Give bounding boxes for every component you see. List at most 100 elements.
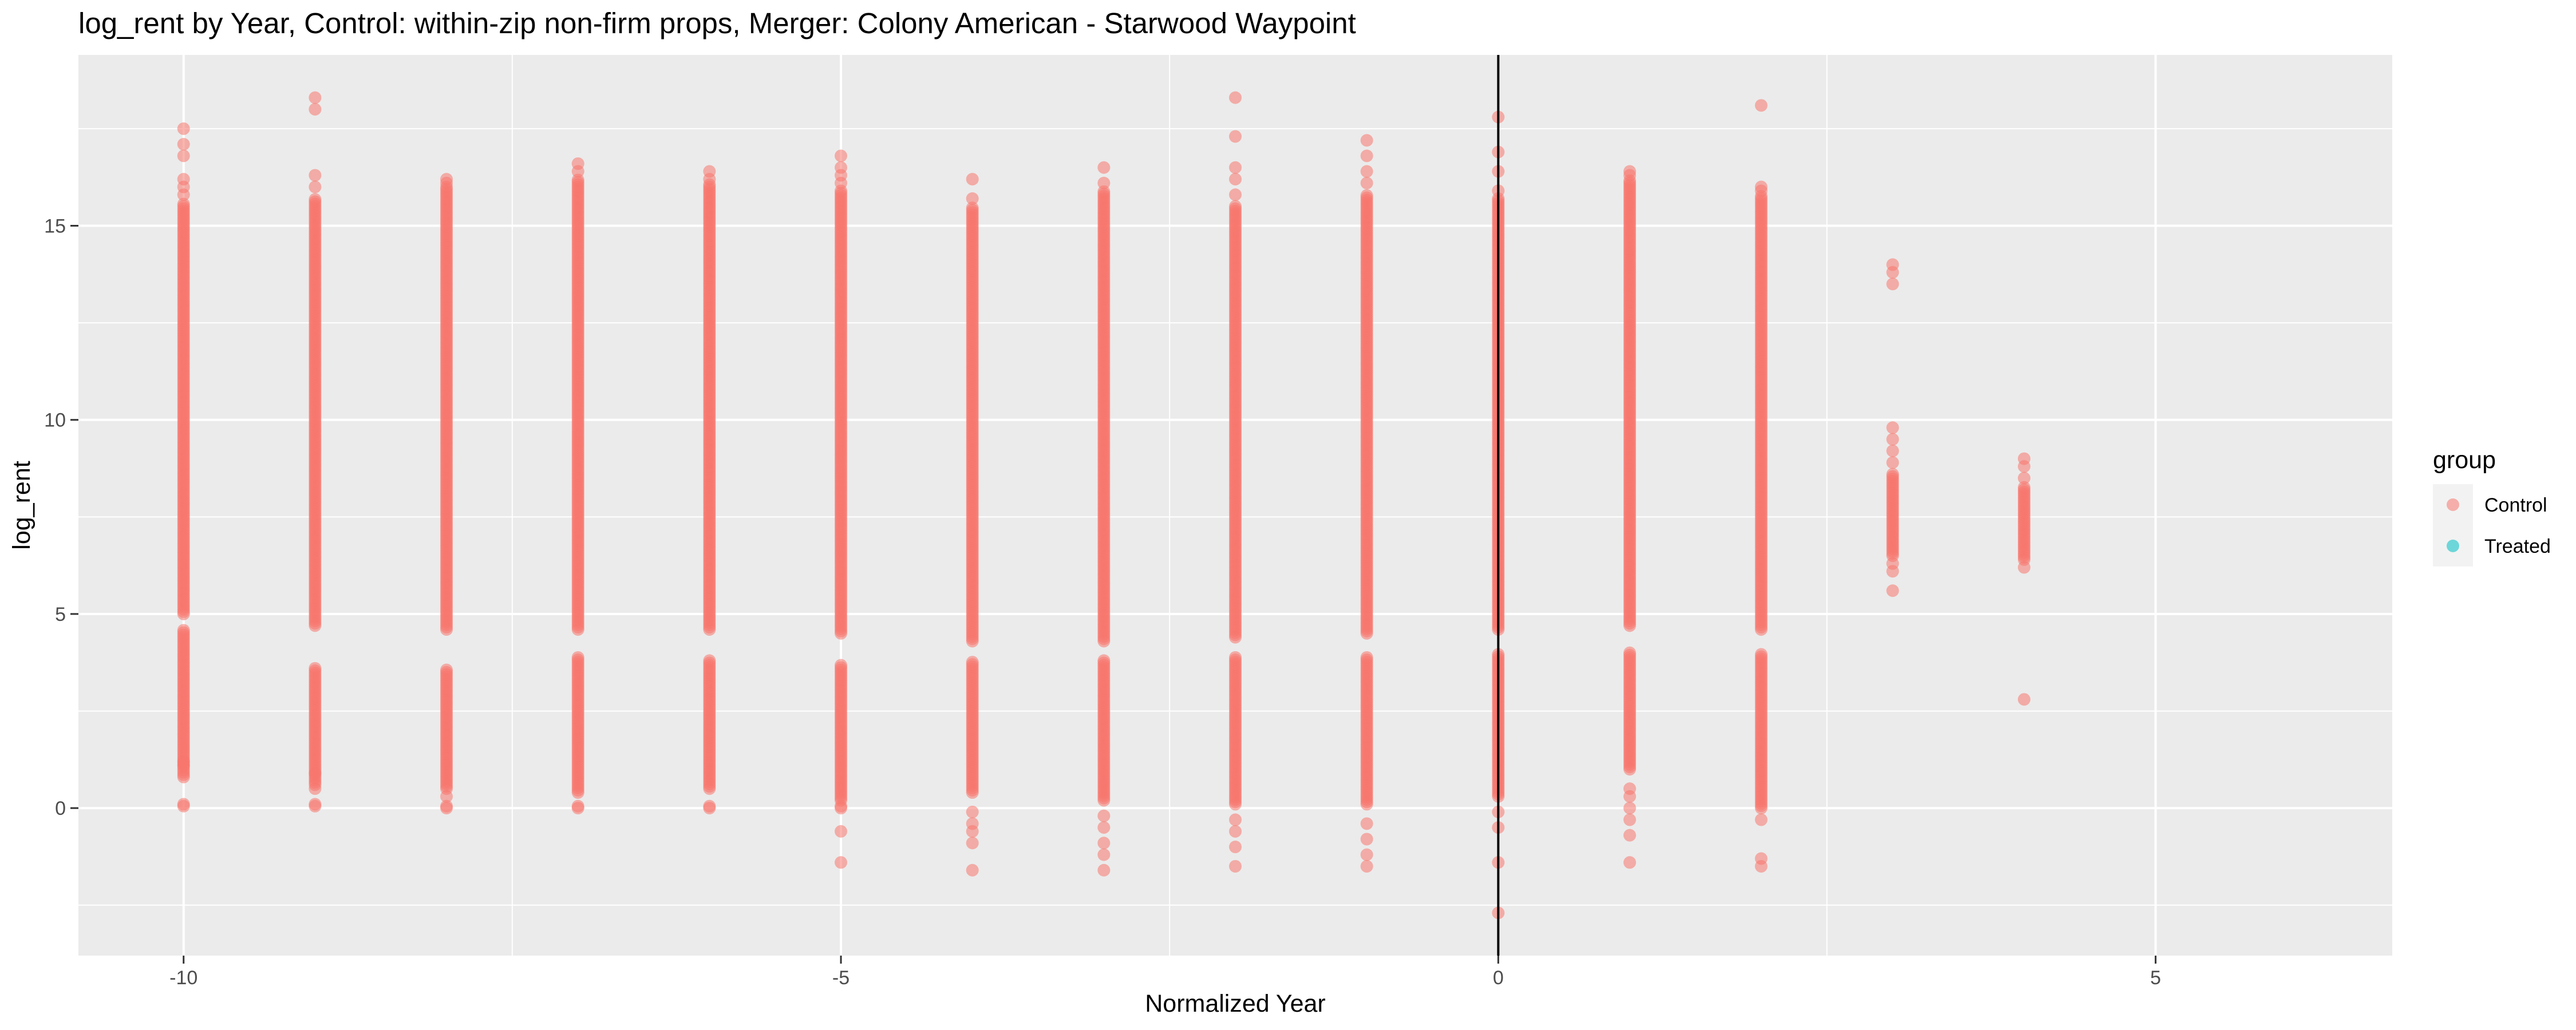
data-point [1360,833,1373,846]
data-point [2017,693,2030,706]
data-point [177,624,190,637]
data-point [1755,99,1768,112]
data-point [1229,841,1242,854]
legend: group Control Treated [2433,446,2551,566]
data-point [2017,481,2030,494]
data-point [966,817,979,830]
data-point [703,799,716,813]
data-point [1360,651,1373,664]
data-point [1755,852,1768,865]
data-point [440,663,453,676]
data-point [835,161,848,174]
data-point [1097,176,1111,189]
data-point [571,799,584,813]
data-point [966,173,979,186]
data-point [2017,472,2030,485]
data-point [1097,821,1111,834]
data-point [1360,176,1373,189]
data-point [1623,856,1636,869]
x-tick-label: -5 [832,967,850,989]
data-point [1886,557,1899,570]
data-point [309,169,322,182]
data-point [309,180,322,193]
data-point [1623,646,1636,659]
data-point [1623,813,1636,826]
data-point [1886,445,1899,458]
data-point [1755,648,1768,661]
data-point [1623,165,1636,178]
data-point [2017,452,2030,465]
scatter-points [177,91,2030,920]
y-tick-label: 5 [55,604,66,625]
data-point [966,192,979,205]
data-point [440,173,453,186]
data-point [703,165,716,178]
data-point [309,798,322,811]
y-tick-label: 10 [44,410,66,431]
data-point [1097,837,1111,850]
data-point [177,173,190,186]
legend-label-treated: Treated [2484,536,2551,557]
data-point [703,654,716,667]
data-point [1623,802,1636,815]
y-tick-label: 0 [55,798,66,819]
data-point [1886,584,1899,597]
data-point [309,102,322,116]
data-point [1360,149,1373,163]
data-point [966,805,979,818]
data-point [177,798,190,811]
data-point [177,138,190,151]
data-point [309,782,322,795]
data-point [1229,173,1242,186]
data-point [966,863,979,877]
legend-key-control [2447,498,2459,511]
data-point [1886,433,1899,446]
data-point [309,661,322,675]
data-point [1886,468,1899,481]
data-point [177,197,190,211]
data-point [1097,654,1111,667]
data-point [835,856,848,869]
data-point [440,799,453,813]
legend-key-bg [2433,484,2473,566]
x-tick-label: -10 [169,967,197,989]
data-point [1623,829,1636,842]
data-point [1097,863,1111,877]
data-point [309,193,322,206]
data-point [1229,859,1242,873]
data-point [1886,421,1899,434]
data-point [1229,825,1242,838]
legend-title: group [2433,446,2496,474]
data-point [1886,278,1899,291]
y-axis-title: log_rent [8,461,35,549]
data-point [1229,188,1242,201]
data-point [1755,813,1768,826]
data-point [966,656,979,669]
legend-label-control: Control [2484,494,2547,516]
data-point [1229,813,1242,826]
data-point [1360,817,1373,830]
data-point [440,790,453,803]
data-point [835,825,848,838]
data-point [1360,189,1373,202]
legend-key-treated [2447,540,2459,552]
chart-title: log_rent by Year, Control: within-zip no… [78,7,1356,39]
data-point [1229,161,1242,174]
data-point [177,149,190,163]
data-point [1229,130,1242,143]
data-point [177,122,190,135]
data-point [1360,134,1373,147]
data-point [966,201,979,215]
data-point [1755,180,1768,193]
x-axis-title: Normalized Year [1145,990,1326,1017]
data-point [1229,651,1242,664]
data-point [1097,848,1111,861]
data-point [1229,91,1242,104]
data-point [309,767,322,780]
data-point [835,149,848,163]
data-point [966,837,979,850]
data-point [2017,561,2030,574]
data-point [1360,859,1373,873]
data-point [1886,258,1899,271]
